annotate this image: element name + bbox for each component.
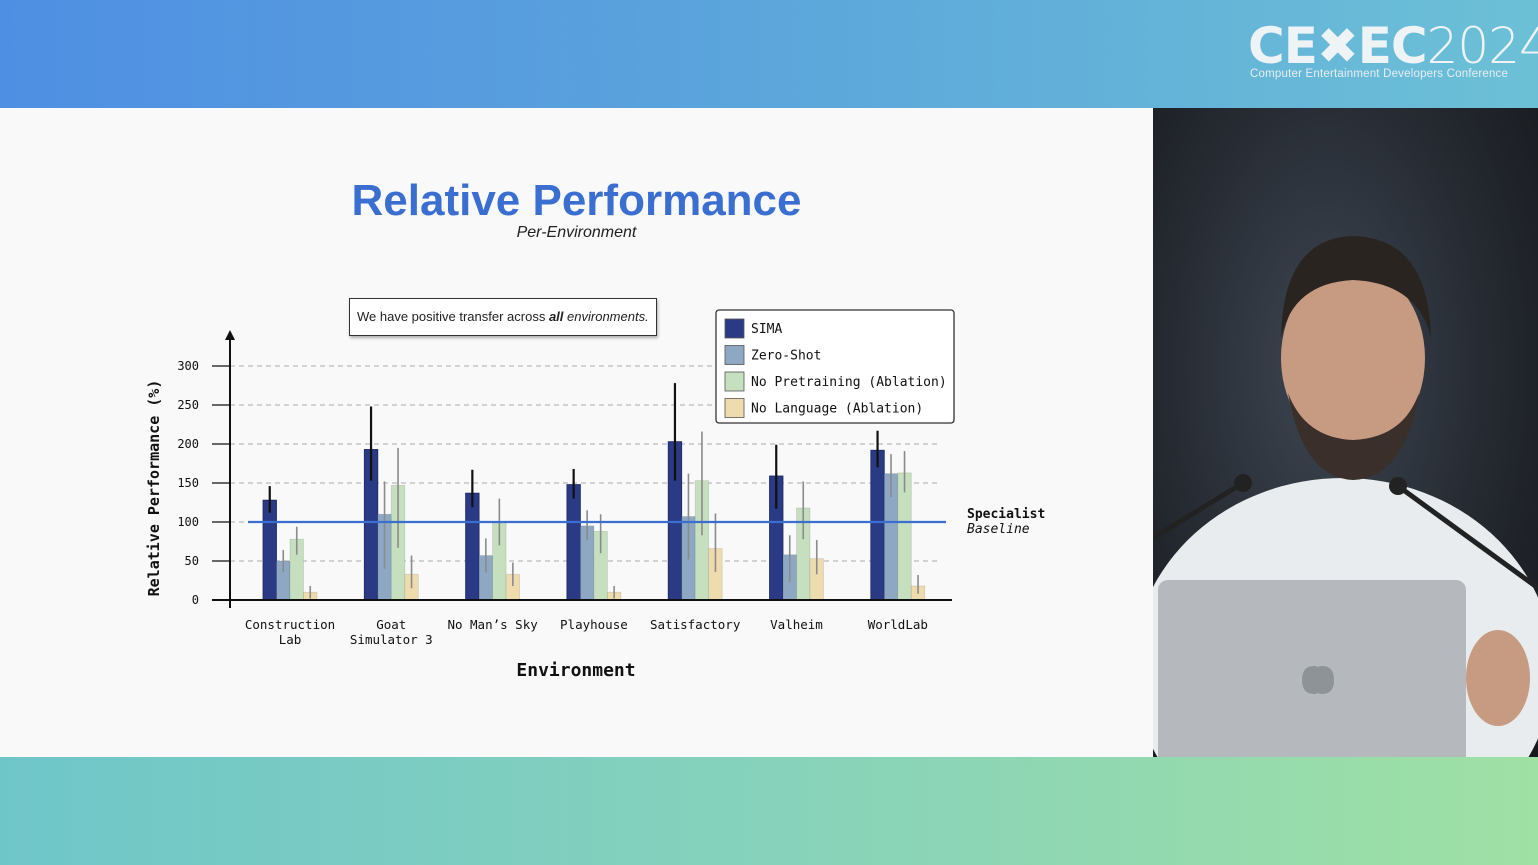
speaker-hand xyxy=(1466,630,1530,726)
microphone-right xyxy=(1396,483,1538,591)
cedec-logo: CE✖EC2024 Computer Entertainment Develop… xyxy=(1248,17,1538,80)
x-tick-label: No Man’s Sky xyxy=(447,617,538,632)
apple-logo-icon xyxy=(1302,666,1334,694)
x-tick-label: Satisfactory xyxy=(650,617,741,632)
x-tick-label: Goat xyxy=(376,617,406,632)
callout-note: We have positive transfer across all env… xyxy=(349,298,657,336)
speaker-beard xyxy=(1288,393,1419,480)
x-tick-label: Construction xyxy=(245,617,335,632)
x-tick-label: Simulator 3 xyxy=(350,632,433,647)
bar-sima xyxy=(566,484,581,601)
x-tick-label: WorldLab xyxy=(868,617,928,632)
x-axis-title: Environment xyxy=(516,660,635,681)
x-tick-label: Lab xyxy=(279,632,302,647)
legend-swatch xyxy=(724,398,745,418)
y-tick-label: 200 xyxy=(177,437,199,451)
x-tick-label: Valheim xyxy=(770,617,823,632)
legend-swatch xyxy=(724,345,745,365)
speaker-video xyxy=(1153,108,1538,757)
slide-title: Relative Performance xyxy=(351,176,802,225)
legend-swatch xyxy=(724,318,745,339)
legend-label: No Language (Ablation) xyxy=(751,402,923,417)
microphone-left xyxy=(1153,480,1245,541)
y-tick-label: 300 xyxy=(177,359,199,373)
baseline-label: Baseline xyxy=(967,522,1030,537)
bottom-band xyxy=(0,757,1538,865)
speaker-hair xyxy=(1281,236,1431,338)
legend-label: Zero-Shot xyxy=(751,349,821,364)
slide-subtitle: Per-Environment xyxy=(516,224,637,241)
bar-sima xyxy=(465,492,480,601)
y-tick-label: 100 xyxy=(177,515,199,529)
legend-label: No Pretraining (Ablation) xyxy=(751,375,947,390)
bar-sima xyxy=(870,449,885,601)
y-axis-title: Relative Performance (%) xyxy=(145,380,163,597)
legend-swatch xyxy=(724,371,745,392)
y-tick-label: 0 xyxy=(192,593,199,607)
y-tick-label: 50 xyxy=(185,554,199,568)
slide: Relative Performance Per-Environment We … xyxy=(0,108,1153,757)
y-tick-label: 150 xyxy=(177,476,199,490)
x-tick-label: Playhouse xyxy=(560,617,628,632)
legend-label: SIMA xyxy=(751,322,782,337)
bar-sima xyxy=(262,499,277,601)
y-tick-label: 250 xyxy=(177,398,199,412)
legend-box xyxy=(715,309,955,424)
baseline-label: Specialist xyxy=(967,507,1045,522)
speaker-head xyxy=(1281,266,1425,450)
